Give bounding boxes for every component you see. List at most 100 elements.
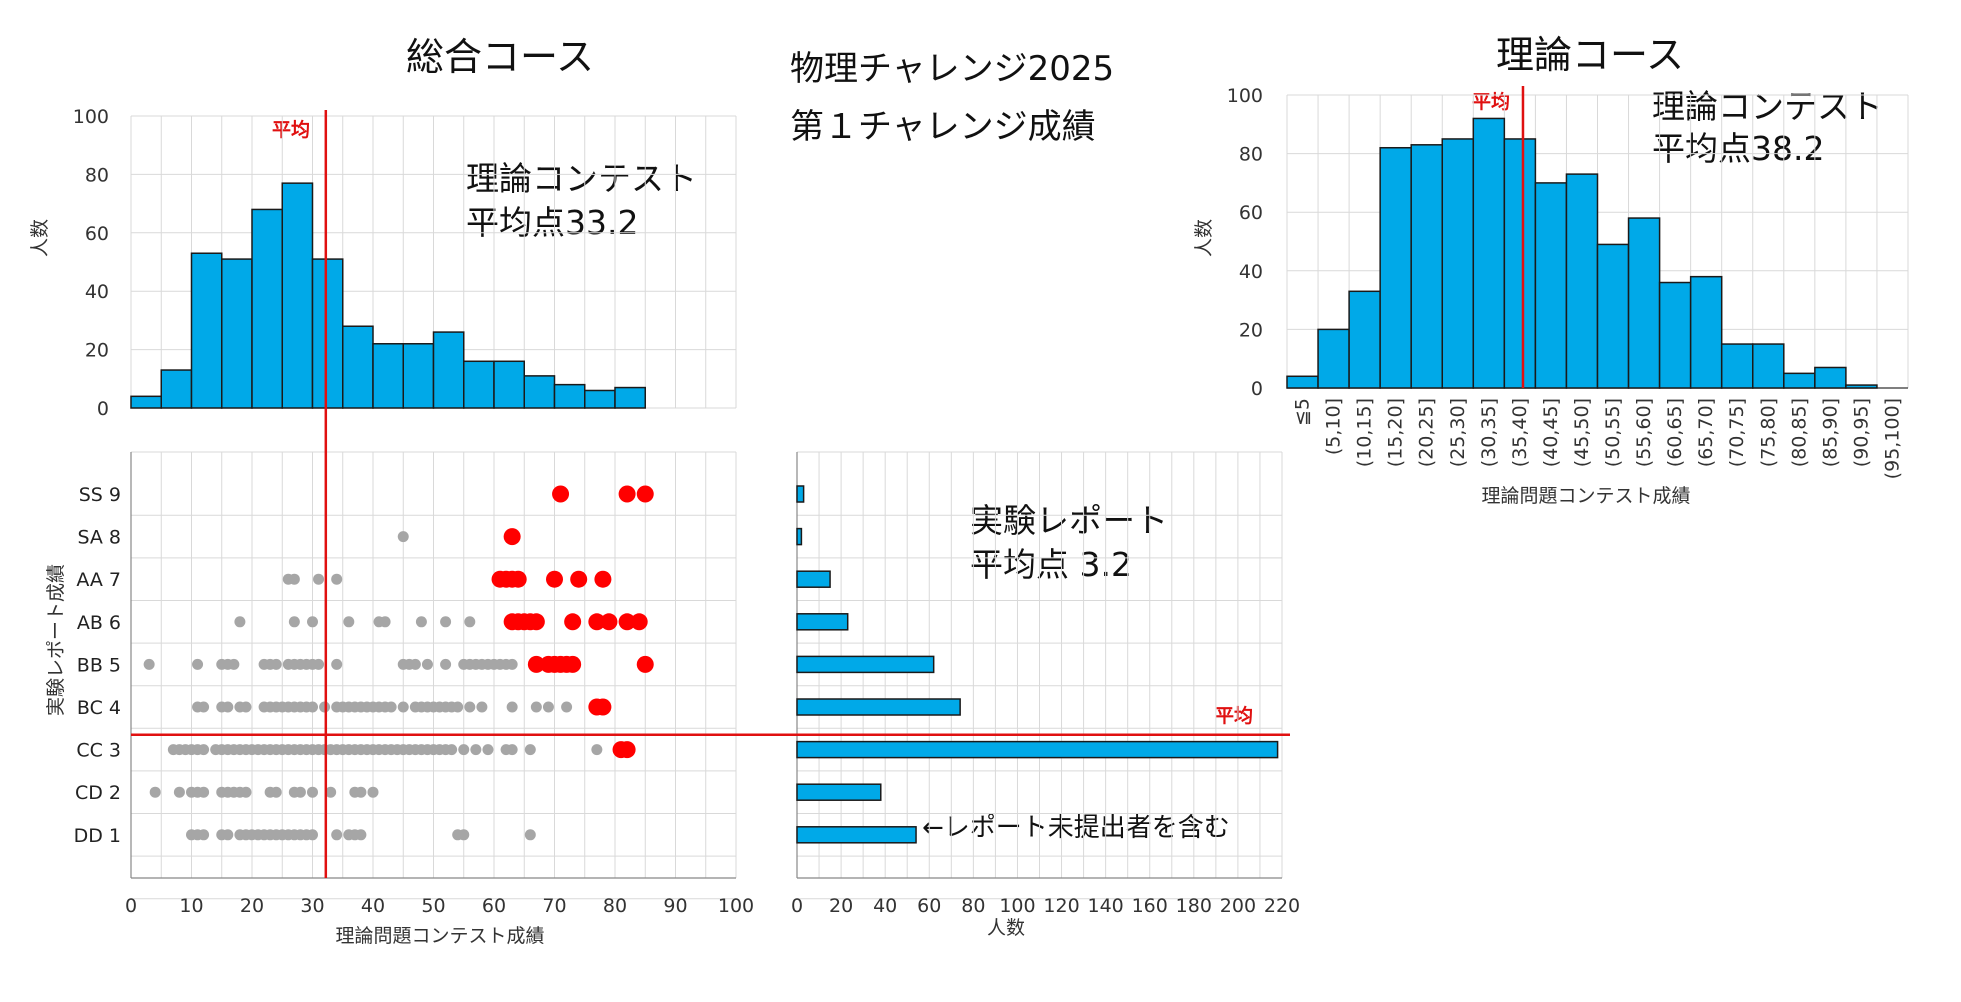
- report-bar-chart: 0 20 40 60 80 100 120 140 160 180 200 220: [791, 451, 1300, 917]
- riron-xtick-label: (20,25]: [1416, 398, 1438, 467]
- scatter-point-gray: [542, 701, 554, 713]
- sogo-ytick-label: 100: [73, 106, 109, 128]
- scatter-point-gray: [506, 701, 518, 713]
- scatter-grade-label: AB 6: [77, 612, 121, 634]
- riron-hist-bar: [1658, 281, 1692, 389]
- riron-hist-bar: [1317, 328, 1350, 389]
- riron-hist-bar: [1534, 182, 1568, 389]
- riron-ytick-label: 80: [1239, 144, 1263, 166]
- report-xtick-label: 60: [917, 895, 941, 917]
- scatter-point-gray: [198, 701, 210, 713]
- riron-xtick-label: (80,85]: [1788, 398, 1810, 467]
- scatter-point-gray: [591, 744, 603, 756]
- riron-xtick-label: (70,75]: [1726, 398, 1748, 467]
- scatter-point-gray: [331, 573, 343, 585]
- riron-xtick-label: (55,60]: [1633, 398, 1655, 467]
- riron-hist-bar: [1783, 372, 1816, 389]
- riron-ytick-label: 100: [1227, 85, 1263, 107]
- scatter-point-red: [636, 485, 654, 503]
- riron-mean-label: 平均: [1472, 90, 1510, 113]
- scatter-point-gray: [294, 786, 306, 798]
- scatter-plot: 0 10 20 30 40 50 60 70 80 90 100 SS 9 SA 8 AA 7 AB 6 BB…: [74, 451, 754, 917]
- scatter-point-gray: [464, 701, 476, 713]
- scatter-grade-label: AA 7: [76, 569, 121, 591]
- main-title-line2: 第１チャレンジ成績: [790, 107, 1096, 147]
- riron-xtick-label: ≦5: [1292, 398, 1314, 426]
- scatter-point-gray: [524, 744, 536, 756]
- riron-ytick-label: 20: [1239, 319, 1263, 341]
- scatter-point-gray: [149, 786, 161, 798]
- scatter-grade-label: BC 4: [77, 697, 121, 719]
- scatter-point-red: [527, 613, 545, 631]
- riron-hist-bar: [1752, 343, 1785, 389]
- scatter-xtick-label: 0: [125, 895, 137, 917]
- sogo-title: 総合コース: [406, 35, 594, 79]
- scatter-point-gray: [307, 616, 318, 628]
- scatter-point-red: [503, 528, 521, 546]
- scatter-point-gray: [240, 701, 252, 713]
- report-xtick-label: 80: [961, 895, 985, 917]
- scatter-point-gray: [331, 829, 343, 841]
- scatter-point-red: [594, 570, 612, 588]
- scatter-point-gray: [173, 786, 185, 798]
- riron-hist-bar: [1348, 290, 1381, 389]
- report-xtick-label: 0: [791, 895, 803, 917]
- scatter-xtick-label: 70: [542, 895, 566, 917]
- riron-histogram: 0 20 40 60 80 100 ≦5 (5,10] (10,15] (15,20] (20,25…: [1227, 85, 1909, 479]
- scatter-point-gray: [458, 829, 470, 841]
- scatter-point-gray: [240, 786, 252, 798]
- riron-xtick-label: (65,70]: [1695, 398, 1717, 467]
- scatter-point-red: [546, 570, 563, 588]
- scatter-point-gray: [464, 616, 476, 628]
- sogo-histogram: 0 20 40 60 80 100: [73, 106, 737, 420]
- scatter-point-gray: [222, 829, 234, 841]
- scatter-point-gray: [409, 658, 421, 670]
- riron-xtick-label: (15,20]: [1385, 398, 1407, 467]
- scatter-point-red: [564, 613, 582, 631]
- sogo-hist-bar: [160, 369, 193, 409]
- scatter-point-gray: [288, 573, 300, 585]
- scatter-point-gray: [307, 786, 318, 798]
- scatter-point-red: [564, 655, 582, 673]
- scatter-point-gray: [270, 658, 282, 670]
- scatter-point-gray: [313, 658, 325, 670]
- sogo-hist-bar: [372, 343, 404, 409]
- report-xlabel: 人数: [987, 917, 1025, 939]
- riron-xtick-label: (60,65]: [1664, 398, 1686, 467]
- sogo-hist-bar: [402, 343, 435, 409]
- scatter-point-gray: [385, 701, 397, 713]
- scatter-point-gray: [452, 701, 464, 713]
- report-xtick-label: 200: [1220, 895, 1256, 917]
- scatter-point-gray: [355, 829, 367, 841]
- riron-hist-bar: [1410, 144, 1443, 389]
- scatter-point-gray: [524, 829, 536, 841]
- riron-hist-bar: [1814, 366, 1847, 389]
- sogo-mean-label: 平均: [272, 118, 310, 141]
- sogo-hist-bar: [553, 383, 586, 409]
- scatter-xtick-label: 80: [603, 895, 627, 917]
- scatter-grade-label: BB 5: [77, 654, 121, 676]
- sogo-hist-bar: [523, 375, 556, 409]
- scatter-point-gray: [192, 658, 204, 670]
- scatter-point-red: [630, 613, 648, 631]
- scatter-point-gray: [228, 658, 240, 670]
- scatter-point-gray: [343, 616, 355, 628]
- report-bar: [796, 655, 935, 674]
- riron-xtick-label: (10,15]: [1354, 398, 1376, 467]
- report-bar: [796, 527, 803, 546]
- scatter-point-gray: [530, 701, 542, 713]
- riron-hist-bar: [1441, 138, 1475, 389]
- report-xtick-label: 40: [873, 895, 897, 917]
- scatter-point-gray: [440, 616, 452, 628]
- riron-ytick-label: 40: [1239, 261, 1263, 283]
- riron-ylabel: 人数: [1193, 219, 1215, 257]
- riron-xtick-label: (30,35]: [1478, 398, 1500, 467]
- scatter-point-red: [600, 613, 618, 631]
- scatter-point-gray: [482, 744, 494, 756]
- scatter-point-gray: [331, 658, 343, 670]
- report-xtick-label: 220: [1264, 895, 1300, 917]
- scatter-point-gray: [288, 616, 300, 628]
- scatter-point-gray: [222, 701, 234, 713]
- scatter-point-gray: [270, 786, 282, 798]
